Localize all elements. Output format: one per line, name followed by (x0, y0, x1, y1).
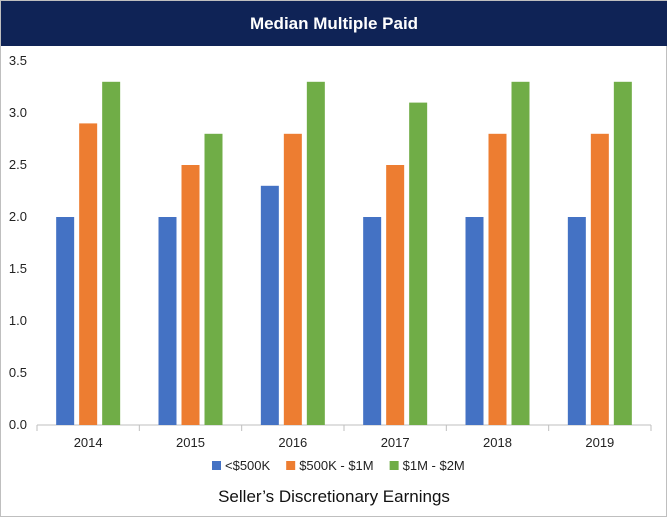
legend-swatch (389, 461, 399, 470)
bar (363, 217, 382, 425)
x-tick-label: 2018 (483, 435, 512, 450)
bar (386, 165, 405, 425)
bar (567, 217, 586, 425)
x-tick-label: 2016 (278, 435, 307, 450)
y-tick-label: 3.0 (9, 105, 27, 120)
legend-swatch (212, 461, 221, 470)
bar (56, 217, 75, 425)
x-tick-label: 2015 (176, 435, 205, 450)
y-tick-label: 1.0 (9, 313, 27, 328)
bar (102, 81, 121, 426)
legend-label: $1M - $2M (403, 458, 465, 473)
bar (306, 81, 325, 426)
y-tick-label: 0.5 (9, 365, 27, 380)
y-tick-label: 2.5 (9, 157, 27, 172)
bar (158, 217, 177, 425)
x-tick-label: 2014 (74, 435, 103, 450)
bar (511, 81, 530, 426)
y-tick-label: 3.5 (9, 53, 27, 68)
legend-label: $500K - $1M (299, 458, 373, 473)
bar (465, 217, 484, 425)
legend-label: <$500K (225, 458, 271, 473)
bar (181, 165, 200, 425)
x-axis-title: Seller’s Discretionary Earnings (218, 487, 450, 506)
bar (79, 123, 98, 426)
legend-swatch (286, 461, 296, 470)
bar (409, 102, 428, 425)
bar (613, 81, 632, 426)
bar (283, 133, 302, 426)
bar (260, 185, 279, 425)
bar (488, 133, 507, 426)
x-tick-label: 2019 (585, 435, 614, 450)
bar (204, 133, 223, 426)
y-tick-label: 2.0 (9, 209, 27, 224)
y-tick-label: 0.0 (9, 417, 27, 432)
chart-title: Median Multiple Paid (1, 1, 667, 46)
y-tick-label: 1.5 (9, 261, 27, 276)
bar (590, 133, 609, 426)
x-tick-label: 2017 (381, 435, 410, 450)
